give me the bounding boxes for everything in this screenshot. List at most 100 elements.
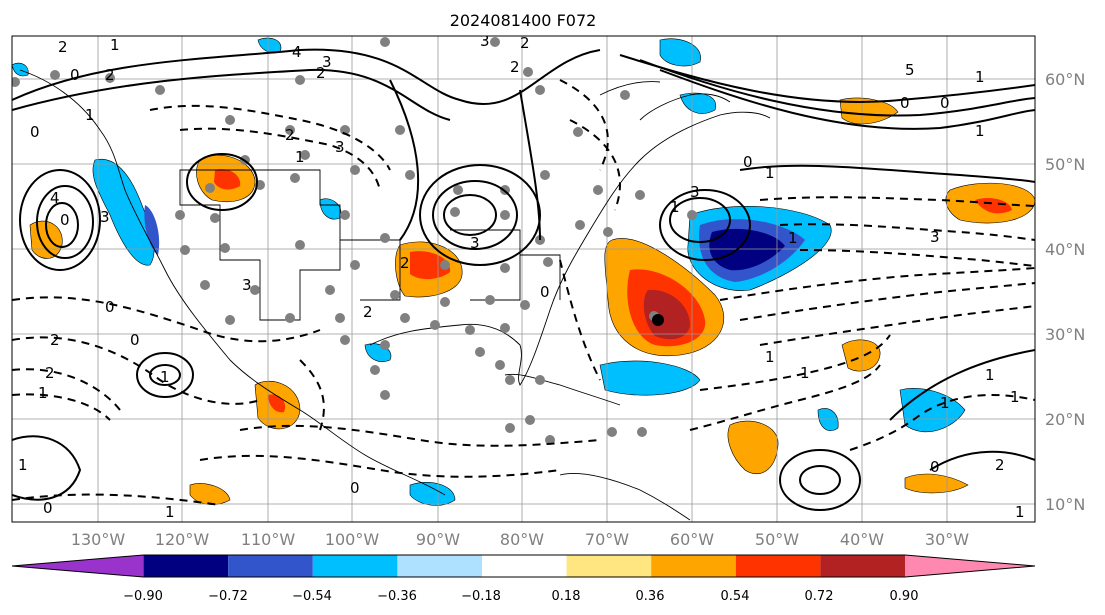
lon-label-40w: 40°W (840, 530, 884, 549)
contour-label: 3 (930, 228, 940, 246)
lon-label-100w: 100°W (325, 530, 380, 549)
colorbar-label: −0.36 (377, 589, 417, 604)
latitude-labels: 60°N 50°N 40°N 30°N 20°N 10°N (1045, 70, 1085, 514)
dashed-contours (12, 79, 1035, 506)
anomaly-cold-small (817, 408, 839, 431)
contour-labels: 2 1 4 3 2 3 0 0 1 2 2 5 1 0 0 1 1 0 1 4 (18, 34, 1025, 521)
anomaly-cold-labrador (659, 38, 701, 67)
contour-label: 0 (350, 479, 360, 497)
plot-title: 2024081400 F072 (450, 11, 597, 30)
lon-label-70w: 70°W (585, 530, 629, 549)
colorbar-segment (12, 555, 144, 577)
contour-label: 0 (130, 331, 140, 349)
lon-label-80w: 80°W (500, 530, 544, 549)
contour-label: 1 (788, 229, 798, 247)
contour-label: 2 (285, 126, 295, 144)
colorbar-label: 0.18 (552, 589, 581, 604)
station-markers (12, 37, 697, 445)
colorbar-outline (11, 554, 1036, 578)
contour-label: 5 (905, 61, 915, 79)
anomaly-cold-westcoast (92, 158, 155, 266)
contour-label: 0 (743, 153, 753, 171)
contour-label: 3 (242, 276, 252, 294)
contour-label: 3 (335, 138, 345, 156)
contour-label: 0 (60, 211, 70, 229)
anomaly-warm-atlantic-peak (643, 289, 690, 340)
anomaly-cold-atlantic-core (709, 228, 785, 271)
contour-label: 2 (995, 456, 1005, 474)
contour-label: 2 (363, 303, 373, 321)
contour-label: 0 (940, 94, 950, 112)
contour-label: 1 (110, 36, 120, 54)
colorbar-tick-labels: −0.90 −0.72 −0.54 −0.36 −0.18 0.18 0.36 … (123, 589, 918, 604)
colorbar-label: 0.90 (890, 589, 919, 604)
contour-label: 0 (30, 123, 40, 141)
contour-label: 2 (105, 66, 115, 84)
lat-label-60n: 60°N (1045, 70, 1085, 89)
map-frame (11, 35, 1036, 523)
contour-label: 0 (900, 94, 910, 112)
contour-label: 1 (1010, 388, 1020, 406)
contour-label: 0 (43, 499, 53, 517)
colorbar-segments (11, 554, 1036, 578)
contour-label: 4 (292, 43, 302, 61)
anomaly-cold-eastatl (899, 388, 966, 433)
contour-label: 1 (165, 503, 175, 521)
contour-label: 1 (975, 68, 985, 86)
longitude-labels: 130°W 120°W 110°W 100°W 90°W 80°W 70°W 6… (71, 530, 969, 549)
colorbar-label: −0.54 (292, 589, 332, 604)
contour-label: 2 (520, 34, 530, 52)
anomaly-warm-midatlantic (841, 339, 881, 372)
colorbar-label: 0.54 (721, 589, 750, 604)
anomaly-warm-mexico-core (268, 394, 286, 413)
anomaly-cold-westcoast-core (144, 205, 160, 255)
contour-label: 3 (322, 53, 332, 71)
contour-label: 1 (18, 456, 28, 474)
contour-label: 2 (58, 38, 68, 56)
anomaly-warm-plains-core (410, 251, 451, 280)
contour-label: 2 (45, 364, 55, 382)
lon-label-90w: 90°W (416, 530, 460, 549)
colorbar-label: −0.18 (461, 589, 501, 604)
contour-label: 1 (940, 394, 950, 412)
colorbar-label: 0.72 (805, 589, 834, 604)
colorbar-segment (651, 555, 736, 577)
anomaly-warm-easttrop (904, 473, 969, 494)
contour-label: 3 (470, 234, 480, 252)
lon-label-110w: 110°W (241, 530, 296, 549)
contour-label: 4 (50, 189, 60, 207)
contour-label: 2 (316, 64, 326, 82)
colorbar-segment (228, 555, 313, 577)
storm-center-marker (652, 314, 664, 326)
contour-label: 0 (105, 298, 115, 316)
lon-label-30w: 30°W (925, 530, 969, 549)
contour-label: 0 (540, 283, 550, 301)
colorbar-label: −0.72 (208, 589, 248, 604)
contour-label: 0 (930, 458, 940, 476)
anomaly-cold-carib (409, 481, 456, 506)
lat-label-40n: 40°N (1045, 240, 1085, 259)
colorbar-segment (735, 555, 821, 577)
lat-label-30n: 30°N (1045, 325, 1085, 344)
colorbar-segment (143, 555, 229, 577)
anomaly-warm-tropical (727, 420, 779, 475)
map-panel: 2 1 4 3 2 3 0 0 1 2 2 5 1 0 0 1 1 0 1 4 (11, 34, 1036, 523)
contour-label: 1 (765, 164, 775, 182)
contour-label: 1 (670, 198, 680, 216)
contour-label: 2 (400, 254, 410, 272)
anomaly-cold-newfoundland (679, 92, 717, 114)
colorbar-segment (482, 555, 567, 577)
contour-label: 1 (800, 364, 810, 382)
anomaly-warm-rockies-core (214, 169, 241, 190)
anomaly-cold-alaska (12, 62, 29, 77)
coastlines (19, 69, 771, 521)
contour-label: 1 (295, 148, 305, 166)
contour-label: 3 (100, 208, 110, 226)
lat-label-50n: 50°N (1045, 155, 1085, 174)
anomaly-warm-north (839, 97, 899, 125)
lon-label-120w: 120°W (155, 530, 210, 549)
colorbar: −0.90 −0.72 −0.54 −0.36 −0.18 0.18 0.36 … (11, 554, 1036, 604)
colorbar-label: 0.36 (636, 589, 665, 604)
colorbar-label: −0.90 (123, 589, 163, 604)
